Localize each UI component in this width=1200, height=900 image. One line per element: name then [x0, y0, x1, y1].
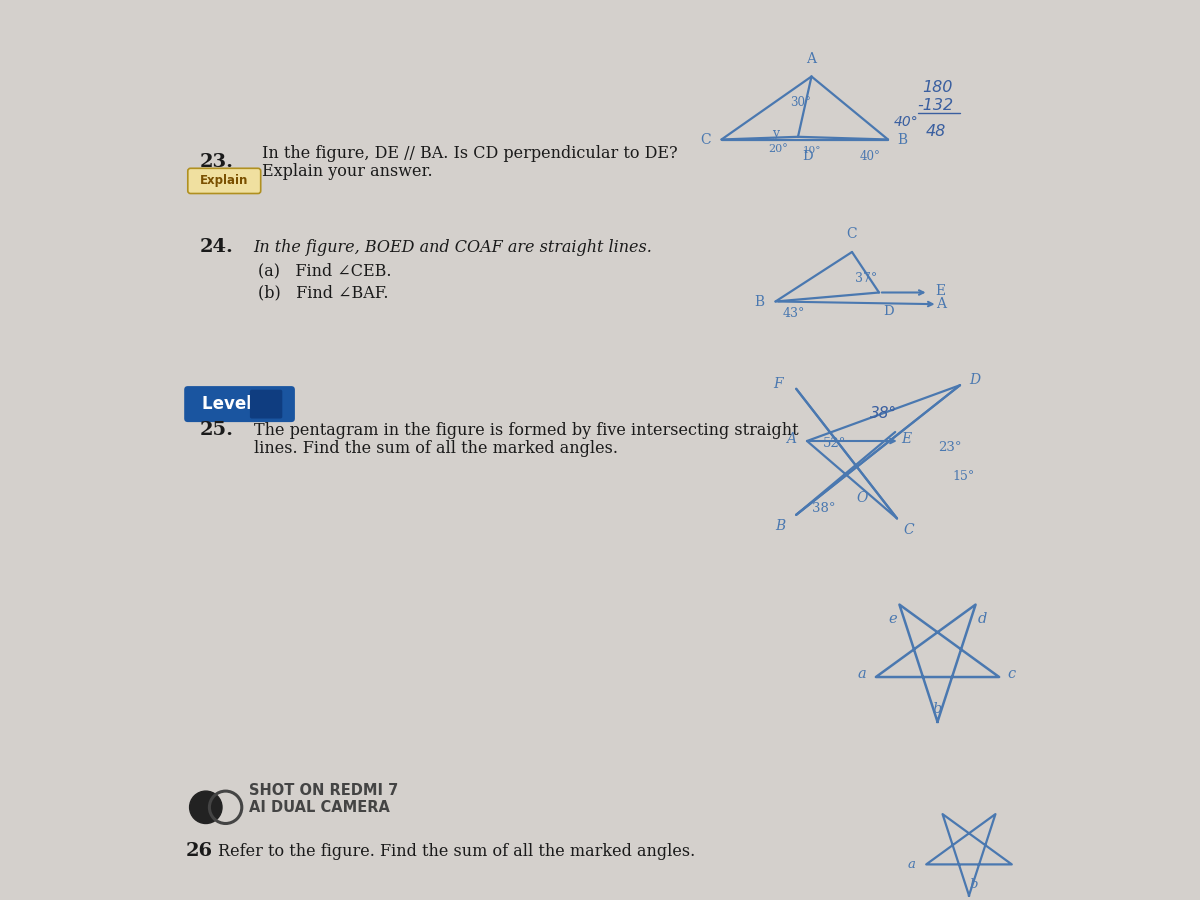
Text: a: a — [908, 858, 916, 871]
Text: C: C — [847, 227, 857, 241]
FancyBboxPatch shape — [250, 390, 282, 418]
Text: 52°: 52° — [823, 437, 846, 450]
Text: D: D — [970, 373, 980, 387]
Text: 40°: 40° — [859, 150, 881, 163]
FancyBboxPatch shape — [188, 168, 260, 194]
Text: O: O — [857, 491, 868, 505]
Text: 48: 48 — [926, 124, 946, 140]
Text: b: b — [932, 702, 942, 716]
Text: c: c — [1008, 667, 1016, 681]
Text: y: y — [772, 127, 779, 140]
Text: e: e — [888, 612, 896, 626]
Text: E: E — [936, 284, 946, 298]
Text: AI DUAL CAMERA: AI DUAL CAMERA — [250, 799, 390, 815]
Text: (a)   Find ∠CEB.: (a) Find ∠CEB. — [258, 262, 391, 279]
Text: D: D — [883, 305, 894, 318]
Text: a: a — [857, 667, 866, 681]
Circle shape — [190, 791, 222, 824]
Text: (b)   Find ∠BAF.: (b) Find ∠BAF. — [258, 284, 389, 302]
Text: B: B — [775, 519, 785, 534]
Text: 30°: 30° — [791, 96, 811, 109]
Text: A: A — [806, 51, 816, 66]
Text: Refer to the figure. Find the sum of all the marked angles.: Refer to the figure. Find the sum of all… — [217, 843, 695, 860]
Text: 43°: 43° — [782, 307, 805, 320]
Text: F: F — [773, 377, 782, 392]
Text: 180: 180 — [922, 79, 953, 94]
Text: 40°: 40° — [893, 115, 918, 130]
Text: 38°: 38° — [870, 407, 898, 421]
Text: lines. Find the sum of all the marked angles.: lines. Find the sum of all the marked an… — [253, 440, 618, 457]
Text: A: A — [786, 432, 797, 446]
Text: B: B — [898, 132, 907, 147]
Text: A: A — [936, 297, 946, 311]
Text: 20°: 20° — [768, 144, 788, 154]
Text: C: C — [700, 132, 710, 147]
Text: 24.: 24. — [199, 238, 233, 256]
Text: E: E — [901, 432, 912, 446]
Text: 37°: 37° — [854, 272, 877, 284]
Text: b: b — [970, 878, 978, 891]
FancyBboxPatch shape — [185, 386, 295, 422]
Text: 23.: 23. — [199, 153, 234, 171]
Text: 23°: 23° — [938, 441, 962, 454]
Text: 10°: 10° — [803, 146, 821, 155]
Text: 38°: 38° — [812, 502, 836, 515]
Text: 25.: 25. — [199, 421, 234, 439]
Text: 3: 3 — [260, 395, 272, 413]
Text: 26: 26 — [186, 842, 214, 860]
Text: In the figure, BOED and COAF are straight lines.: In the figure, BOED and COAF are straigh… — [253, 239, 653, 256]
Text: C: C — [904, 523, 914, 537]
Text: -132: -132 — [918, 97, 954, 112]
Text: d: d — [978, 612, 988, 626]
Text: SHOT ON REDMI 7: SHOT ON REDMI 7 — [250, 783, 398, 798]
Text: Level: Level — [202, 395, 258, 413]
Text: The pentagram in the figure is formed by five intersecting straight: The pentagram in the figure is formed by… — [253, 422, 798, 439]
Text: In the figure, DE // BA. Is CD perpendicular to DE?: In the figure, DE // BA. Is CD perpendic… — [263, 145, 678, 162]
Text: B: B — [755, 294, 764, 309]
Text: Explain: Explain — [199, 175, 248, 187]
Text: 15°: 15° — [953, 471, 976, 483]
Text: Explain your answer.: Explain your answer. — [263, 163, 433, 180]
Text: D: D — [803, 150, 814, 163]
